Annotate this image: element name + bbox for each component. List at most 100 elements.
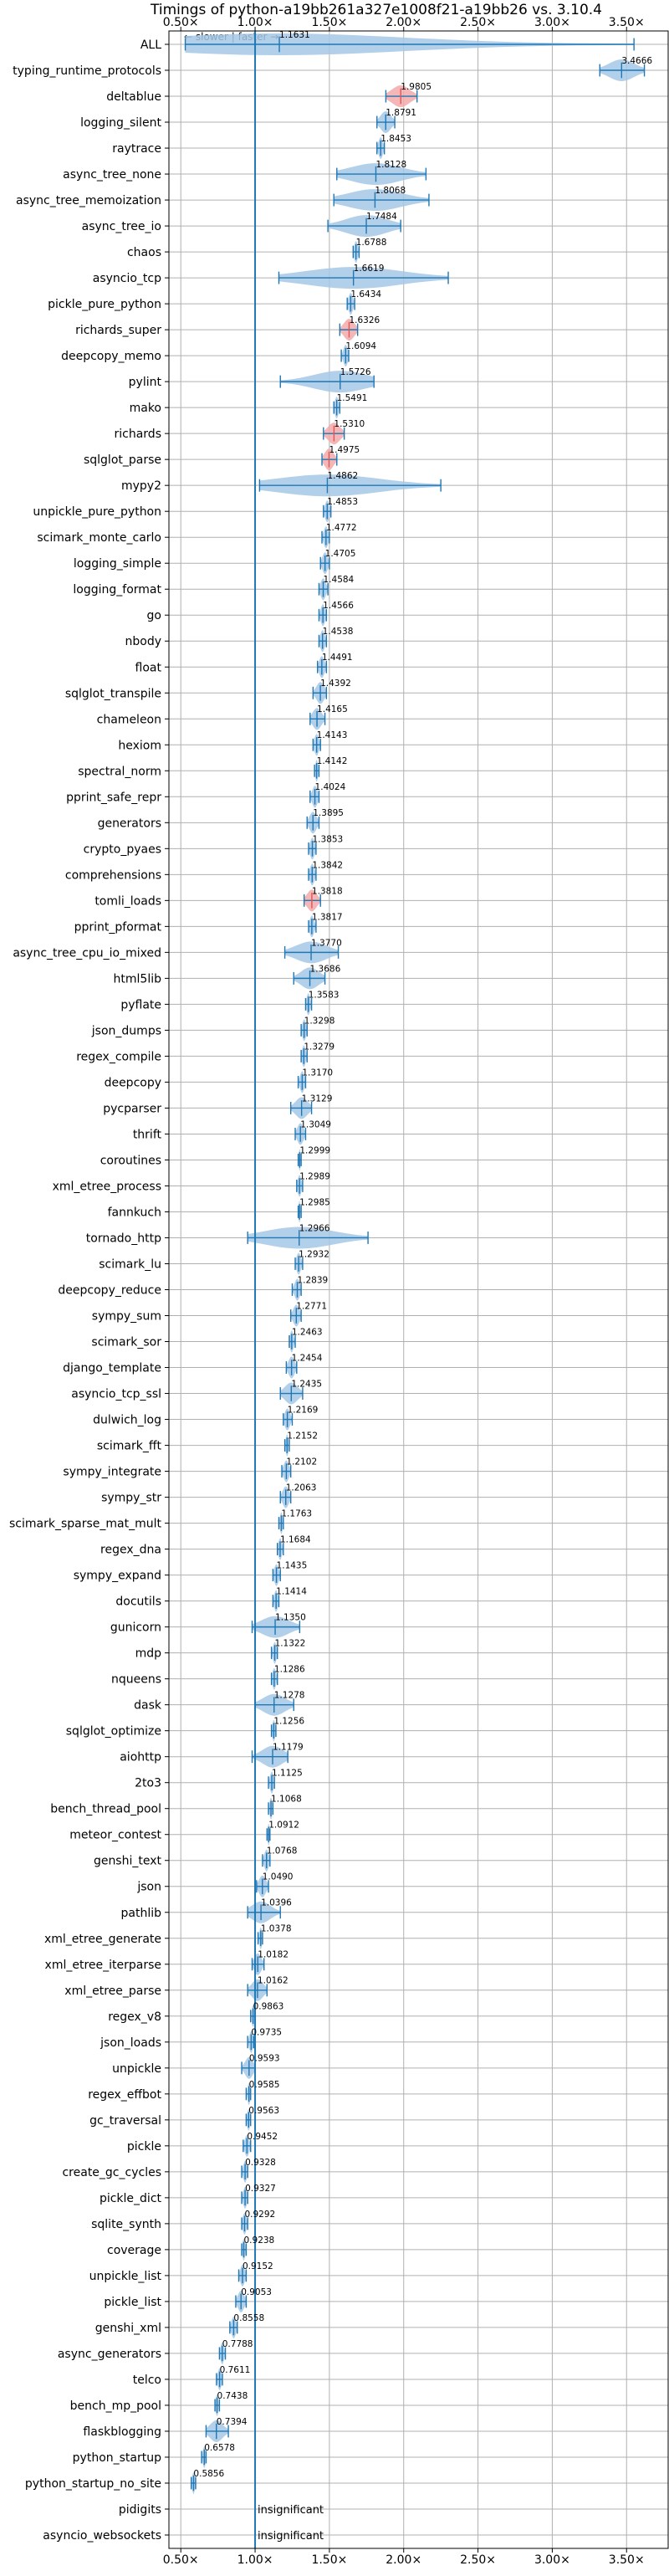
value-label: 1.2102 (286, 1457, 317, 1467)
benchmark-label: asyncio_websockets (43, 2529, 161, 2543)
benchmark-label: dask (134, 1699, 162, 1713)
benchmark-label: tomli_loads (94, 894, 161, 908)
value-label: 1.1414 (276, 1587, 307, 1597)
x-tick-label-bottom: 1.00× (237, 2553, 273, 2567)
value-label: 1.1350 (275, 1613, 306, 1623)
value-label: 0.9152 (243, 2261, 273, 2271)
benchmark-label: json_loads (100, 2036, 161, 2050)
value-label: 1.3818 (312, 886, 343, 896)
benchmark-label: flaskblogging (83, 2425, 161, 2439)
value-label: 1.3170 (302, 1068, 333, 1078)
value-label: 1.2985 (299, 1197, 330, 1207)
value-label: 1.4772 (326, 523, 357, 533)
benchmark-label: 2to3 (135, 1777, 161, 1790)
value-label: 1.2169 (288, 1405, 319, 1415)
value-label: 1.0768 (267, 1846, 298, 1856)
value-label: 1.3583 (309, 990, 340, 1000)
benchmark-label: scimark_sor (91, 1336, 161, 1349)
benchmark-label: meteor_contest (69, 1829, 161, 1842)
value-label: 0.9053 (241, 2287, 272, 2297)
x-tick-label-top: 3.50× (609, 16, 645, 29)
value-label: 1.4853 (327, 497, 358, 507)
value-label: 1.7484 (366, 212, 397, 222)
value-label: 3.4666 (621, 56, 652, 66)
benchmark-label: create_gc_cycles (62, 2166, 161, 2179)
benchmark-label: deepcopy_memo (61, 350, 161, 363)
value-label: 1.3853 (313, 834, 344, 844)
benchmark-label: pickle_pure_python (48, 298, 161, 311)
benchmark-label: pprint_safe_repr (66, 791, 161, 804)
value-label: 1.6434 (350, 289, 381, 300)
value-label: 1.3817 (312, 912, 343, 922)
benchmark-label: float (135, 661, 162, 674)
value-label: 1.6788 (356, 238, 387, 248)
value-label: 1.1068 (271, 1795, 302, 1805)
value-label: 1.5726 (340, 367, 371, 377)
value-label: 0.9863 (253, 2002, 284, 2012)
benchmark-label: pprint_pformat (74, 920, 162, 934)
benchmark-label: mdp (135, 1647, 162, 1661)
benchmark-label: pyflate (120, 998, 161, 1011)
benchmark-label: gc_traversal (89, 2114, 161, 2128)
benchmark-label: gunicorn (110, 1621, 161, 1635)
benchmark-label: unpickle_pure_python (33, 505, 161, 519)
value-label: 1.2435 (291, 1379, 322, 1389)
benchmark-label: spectral_norm (78, 765, 161, 778)
x-tick-label-top: 3.00× (534, 16, 570, 29)
x-tick-label-top: 2.00× (386, 16, 421, 29)
value-label: 1.4584 (324, 575, 355, 585)
value-label: 1.3842 (312, 860, 343, 870)
benchmark-label: regex_v8 (108, 2010, 161, 2024)
benchmark-label: deltablue (106, 90, 161, 104)
benchmark-label: deepcopy_reduce (58, 1284, 161, 1298)
value-label: 1.1435 (277, 1561, 308, 1571)
value-label: 1.1286 (274, 1665, 305, 1675)
benchmark-label: tornado_http (86, 1232, 161, 1245)
value-label: 1.5310 (334, 419, 365, 429)
benchmark-label: asyncio_tcp_ssl (71, 1388, 161, 1401)
benchmark-label: dulwich_log (93, 1414, 161, 1427)
benchmark-label: docutils (115, 1595, 161, 1609)
benchmark-label: sympy_sum (92, 1310, 161, 1324)
benchmark-label: sympy_expand (74, 1570, 161, 1583)
benchmark-label: mako (130, 402, 161, 415)
benchmark-label: pylint (129, 376, 162, 389)
benchmark-label: go (147, 609, 161, 622)
benchmark-label: async_tree_memoization (16, 194, 161, 207)
benchmark-label: async_tree_cpu_io_mixed (13, 946, 161, 960)
insignificant-label: insignificant (258, 2530, 324, 2543)
benchmark-label: async_generators (58, 2348, 161, 2361)
benchmark-label: xml_etree_process (53, 1180, 161, 1193)
value-label: 0.9563 (248, 2106, 279, 2116)
x-tick-label-top: 1.00× (237, 16, 273, 29)
benchmark-label: richards (115, 428, 162, 441)
value-label: 0.8558 (233, 2313, 264, 2323)
x-tick-label-top: 1.50× (311, 16, 347, 29)
benchmark-label: html5lib (114, 972, 162, 986)
value-label: 1.3686 (310, 964, 341, 974)
benchmark-label: genshi_xml (95, 2322, 161, 2335)
value-label: 1.3770 (311, 938, 342, 948)
benchmark-label: chameleon (97, 713, 161, 726)
value-label: 0.9328 (245, 2158, 276, 2168)
value-label: 0.5856 (193, 2469, 224, 2479)
value-label: 1.3298 (304, 1016, 335, 1026)
benchmark-label: asyncio_tcp (93, 272, 161, 285)
value-label: 1.4392 (320, 679, 351, 689)
benchmark-label: genshi_text (94, 1855, 162, 1868)
value-label: 1.5491 (337, 393, 368, 403)
benchmark-label: json_dumps (91, 1024, 161, 1037)
value-label: 1.4142 (317, 756, 348, 766)
benchmark-label: sympy_integrate (63, 1466, 161, 1479)
value-label: 1.2932 (299, 1249, 329, 1259)
value-label: 0.7394 (217, 2417, 248, 2427)
benchmark-label: unpickle_list (89, 2270, 162, 2283)
value-label: 0.6578 (204, 2443, 235, 2453)
benchmark-label: regex_compile (76, 1050, 161, 1063)
value-label: 1.0162 (258, 1976, 289, 1986)
value-label: 1.1684 (280, 1535, 311, 1545)
benchmark-label: comprehensions (65, 868, 161, 882)
value-label: 1.1763 (281, 1509, 312, 1519)
benchmark-label: aiohttp (120, 1751, 161, 1764)
plot-frame (168, 30, 669, 2549)
